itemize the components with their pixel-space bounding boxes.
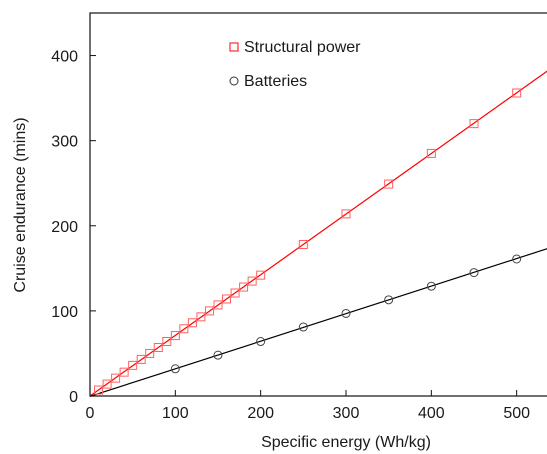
x-tick-label: 100 — [162, 405, 189, 422]
data-point-batteries — [213, 350, 223, 360]
data-point-structural-power — [426, 148, 436, 158]
x-axis-ticks: 0100200300400500600 — [86, 390, 530, 422]
series-markers — [94, 88, 522, 395]
data-point-batteries — [341, 308, 351, 318]
legend-marker-structural-power — [229, 42, 239, 52]
legend-label-batteries: Batteries — [244, 73, 307, 90]
data-point-structural-power — [111, 373, 121, 383]
data-point-structural-power — [119, 367, 129, 377]
data-point-structural-power — [145, 348, 155, 358]
data-point-structural-power — [204, 306, 214, 316]
series-line-0 — [89, 70, 547, 397]
data-point-structural-power — [170, 331, 180, 341]
y-tick-label: 300 — [51, 134, 78, 151]
data-point-structural-power — [222, 294, 232, 304]
data-point-batteries — [384, 295, 394, 305]
data-point-batteries — [426, 281, 436, 291]
data-point-structural-power — [179, 324, 189, 334]
data-point-structural-power — [384, 179, 394, 189]
data-point-batteries — [512, 254, 522, 264]
data-point-structural-power — [341, 209, 351, 219]
data-point-structural-power — [153, 342, 163, 352]
plot-frame — [89, 12, 547, 397]
data-point-batteries — [298, 322, 308, 332]
data-point-structural-power — [256, 270, 266, 280]
data-point-structural-power — [298, 240, 308, 250]
x-tick-label: 500 — [503, 405, 530, 422]
data-point-batteries — [469, 268, 479, 278]
x-tick-label: 400 — [418, 405, 445, 422]
data-point-batteries — [170, 364, 180, 374]
data-point-structural-power — [162, 337, 172, 347]
data-point-structural-power — [196, 312, 206, 322]
y-tick-label: 0 — [69, 389, 78, 406]
data-point-structural-power — [136, 354, 146, 364]
y-tick-label: 200 — [51, 219, 78, 236]
data-point-batteries — [256, 337, 266, 347]
x-tick-label: 200 — [247, 405, 274, 422]
data-point-structural-power — [512, 88, 522, 98]
y-axis-ticks: 0 100 200 300 400 — [51, 49, 96, 406]
legend-label-structural-power: Structural power — [244, 39, 361, 56]
y-axis-label: Cruise endurance (mins) — [12, 117, 29, 292]
x-axis-label: Specific energy (Wh/kg) — [261, 434, 431, 451]
data-point-structural-power — [247, 276, 257, 286]
data-point-structural-power — [469, 119, 479, 129]
x-tick-label: 0 — [86, 405, 95, 422]
data-point-structural-power — [102, 379, 112, 389]
series-lines — [89, 70, 547, 397]
data-point-structural-power — [213, 300, 223, 310]
series-line-1 — [89, 248, 547, 397]
x-tick-label: 300 — [333, 405, 360, 422]
y-tick-label: 100 — [51, 304, 78, 321]
legend-marker-batteries — [229, 76, 239, 86]
data-point-structural-power — [187, 318, 197, 328]
data-point-structural-power — [94, 385, 104, 395]
y-tick-label: 400 — [51, 49, 78, 66]
data-point-structural-power — [128, 360, 138, 370]
data-point-structural-power — [230, 288, 240, 298]
legend: Structural power Batteries — [229, 39, 361, 90]
data-point-structural-power — [239, 282, 249, 292]
